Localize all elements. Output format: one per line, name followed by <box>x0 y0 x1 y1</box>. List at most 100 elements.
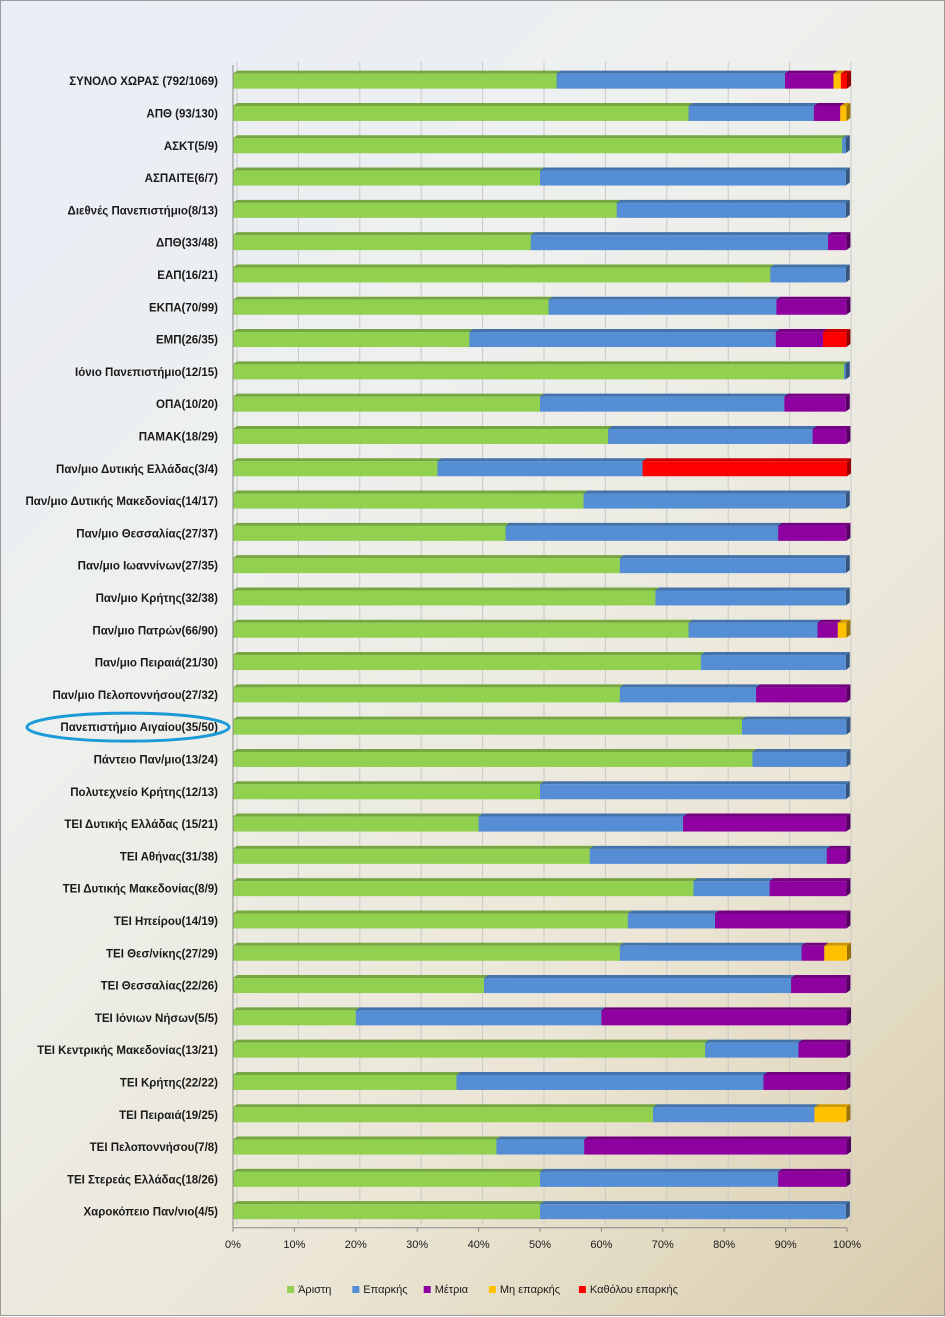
category-label: ΑΣΚΤ(5/9) <box>164 141 218 153</box>
bar-segment <box>233 1007 360 1026</box>
category-label: Διεθνές Πανεπιστήμιο(8/13) <box>68 205 219 217</box>
bar-segment <box>627 910 719 929</box>
category-label: ΤΕΙ Δυτικής Μακεδονίας(8/9) <box>63 884 219 896</box>
bar-segment <box>842 135 850 154</box>
bar-segment <box>233 522 510 541</box>
axes <box>232 65 848 1232</box>
category-label: Πολυτεχνείο Κρήτης(12/13) <box>70 787 218 799</box>
bar-segment <box>798 1039 851 1058</box>
bars <box>233 70 851 1220</box>
bar-segment <box>540 393 789 412</box>
bar-segment <box>233 1039 710 1058</box>
category-label: ΤΕΙ Θεσσαλίας(22/26) <box>101 981 219 993</box>
category-label: Παν/μιο Ιωαννίνων(27/35) <box>78 561 218 573</box>
bar-segment <box>837 619 851 638</box>
bar-segment <box>801 942 829 961</box>
legend-item: Μέτρια <box>423 1284 469 1296</box>
bar-segment <box>616 199 850 218</box>
legend-label: Μέτρια <box>435 1284 469 1296</box>
bar-segment <box>233 70 561 89</box>
bar-segment <box>619 555 850 574</box>
bar-segment <box>233 555 624 574</box>
bar-segment <box>840 102 851 121</box>
bar-segment <box>233 942 624 961</box>
legend-item: Μη επαρκής <box>488 1284 560 1296</box>
bar-segment <box>556 70 789 89</box>
bar-segment <box>540 1168 783 1187</box>
x-tick-label: 40% <box>468 1239 490 1251</box>
bar-segment <box>233 781 544 800</box>
bar-segment <box>233 1104 657 1123</box>
bar-segment <box>683 813 851 832</box>
x-tick-label: 50% <box>529 1239 551 1251</box>
bar-segment <box>784 393 850 412</box>
bar-segment <box>583 490 850 509</box>
legend-item: Άριστη <box>287 1284 331 1296</box>
bar-segment <box>233 813 483 832</box>
bar-segment <box>233 1168 544 1187</box>
bar-segment <box>540 167 850 186</box>
bar-segment <box>770 264 850 283</box>
bar-segment <box>233 748 757 767</box>
bar-segment <box>233 587 660 606</box>
bar-segment <box>763 1071 851 1090</box>
bar-segment <box>778 1168 851 1187</box>
legend-swatch <box>423 1286 431 1293</box>
category-label: Παν/μιο Πειραιά(21/30) <box>95 658 218 670</box>
bar-segment <box>233 975 489 994</box>
bar-segment <box>824 942 851 961</box>
bar-segment <box>233 619 693 638</box>
bar-segment <box>688 102 818 121</box>
bar-segment <box>233 393 544 412</box>
bar-segment <box>752 748 851 767</box>
x-tick-label: 100% <box>833 1239 861 1251</box>
bar-segment <box>233 264 775 283</box>
bar-segment <box>769 878 851 897</box>
bar-segment <box>812 425 851 444</box>
bar-segment <box>784 70 838 89</box>
category-label: ΤΕΙ Ιόνιων Νήσων(5/5) <box>95 1013 218 1025</box>
highlight-ellipse <box>25 711 231 743</box>
bar-segment <box>791 975 851 994</box>
bar-segment <box>233 652 705 671</box>
bar-segment <box>826 845 851 864</box>
legend: Άριστη Επαρκής Μέτρια Μη επαρκής Καθόλου επα… <box>287 1284 678 1296</box>
category-label: ΑΠΘ (93/130) <box>146 108 218 120</box>
bar-segment <box>742 716 851 735</box>
bar-segment <box>778 522 851 541</box>
bar-segment <box>619 942 806 961</box>
bar-segment <box>233 910 632 929</box>
bar-segment <box>775 329 828 348</box>
legend-swatch <box>287 1286 295 1293</box>
legend-swatch <box>352 1286 360 1293</box>
category-label: Πάντειο Παν/μιο(13/24) <box>94 754 219 766</box>
category-label: Πανεπιστήμιο Αιγαίου(35/50) <box>60 722 218 734</box>
bar-segment <box>478 813 688 832</box>
bar-segment <box>693 878 774 897</box>
category-label: Παν/μιο Κρήτης(32/38) <box>96 593 219 605</box>
category-label: ΤΕΙ Κεντρικής Μακεδονίας(13/21) <box>37 1045 218 1057</box>
legend-item: Επαρκής <box>352 1284 408 1296</box>
gridlines <box>236 62 852 1225</box>
category-label: ΤΕΙ Θεσ/νίκης(27/29) <box>106 948 218 960</box>
category-label: ΤΕΙ Δυτικής Ελλάδας (15/21) <box>64 819 218 831</box>
bar-segment <box>589 845 831 864</box>
bar-segment <box>619 684 761 703</box>
category-label: ΑΣΠΑΙΤΕ(6/7) <box>145 173 219 185</box>
bar-segment <box>233 135 847 154</box>
bar-segment <box>233 102 693 121</box>
bar-segment <box>827 232 851 251</box>
x-tick-label: 70% <box>652 1239 674 1251</box>
bar-segment <box>840 70 851 89</box>
x-tick-label: 60% <box>590 1239 612 1251</box>
bar-segment <box>233 458 442 477</box>
category-label: ΤΕΙ Ηπείρου(14/19) <box>114 916 218 928</box>
category-label: Παν/μιο Θεσσαλίας(27/37) <box>76 528 218 540</box>
bar-segment <box>233 684 624 703</box>
bar-segment <box>233 296 553 315</box>
category-label: Χαροκόπειο Παν/νιο(4/5) <box>83 1207 218 1219</box>
bar-segment <box>655 587 850 606</box>
bar-segment <box>705 1039 803 1058</box>
legend-label: Επαρκής <box>363 1284 407 1296</box>
